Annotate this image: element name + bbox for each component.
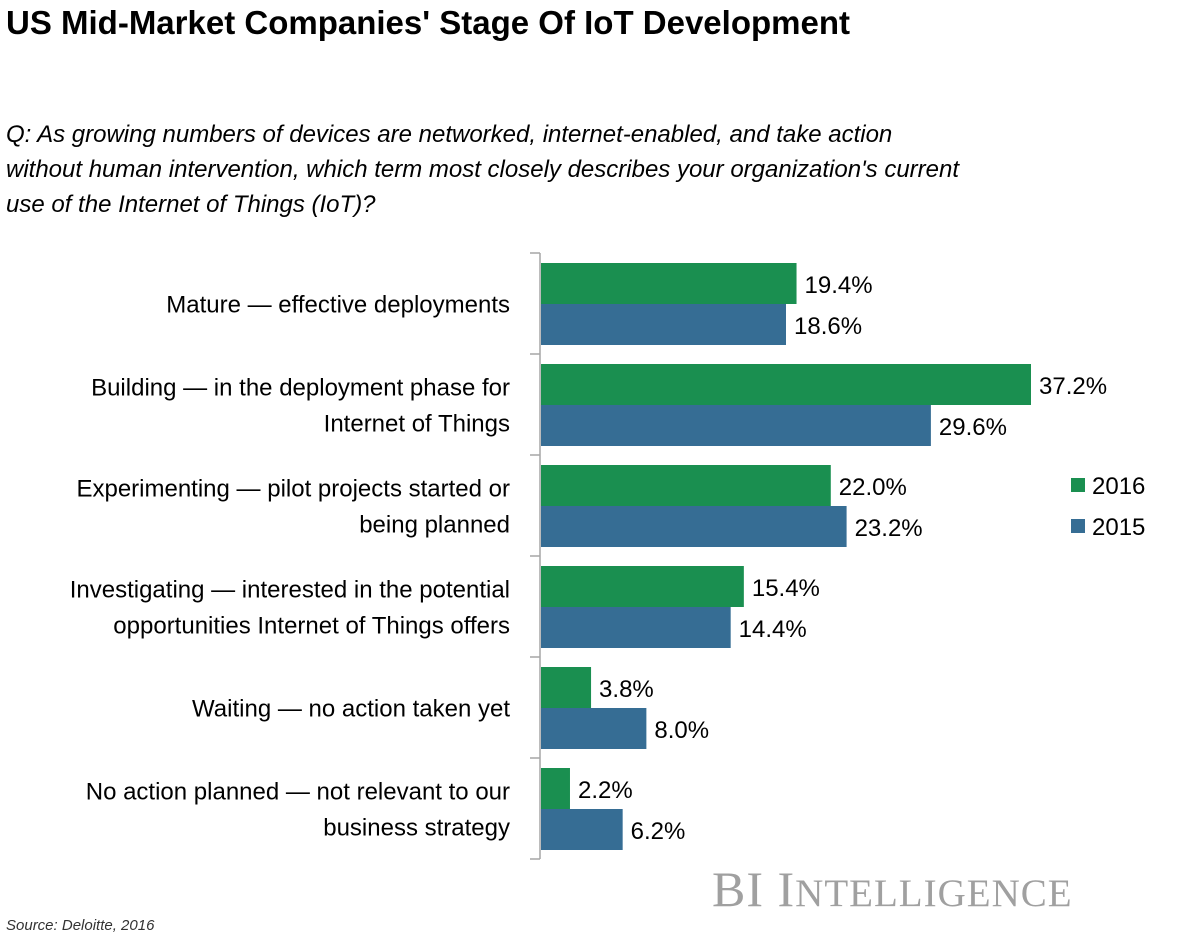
data-label: 8.0% [654,717,709,744]
data-label: 23.2% [855,515,923,542]
bar-2015 [541,607,731,648]
legend-label: 2016 [1092,473,1145,500]
data-label: 2.2% [578,777,633,804]
bar-2016 [541,768,570,809]
bar-2016 [541,364,1031,405]
bi-intelligence-logo: BI INTELLIGENCE [712,860,1073,918]
category-label: Building — in the deployment phase for In… [91,375,510,438]
data-label: 19.4% [805,272,873,299]
legend-swatch-2015 [1071,519,1085,533]
chart-subtitle: Q: As growing numbers of devices are net… [6,121,960,218]
data-label: 22.0% [839,474,907,501]
data-label: 14.4% [739,616,807,643]
legend-label: 2015 [1092,514,1145,541]
logo-part: NTELLIGENCE [795,872,1073,915]
bar-2016 [541,566,744,607]
bar-2015 [541,809,623,850]
chart-title: US Mid-Market Companies' Stage Of IoT De… [6,4,850,41]
category-label: Experimenting — pilot projects started o… [76,476,510,539]
data-label: 18.6% [794,313,862,340]
data-label: 3.8% [599,676,654,703]
bar-2016 [541,263,797,304]
source-note: Source: Deloitte, 2016 [6,917,155,934]
bar-2016 [541,465,831,506]
data-label: 37.2% [1039,373,1107,400]
category-label: No action planned — not relevant to our b… [86,779,510,842]
logo-part: BI I [712,861,796,917]
data-label: 6.2% [631,818,686,845]
category-label: Waiting — no action taken yet [192,696,510,723]
data-label: 29.6% [939,414,1007,441]
category-label: Investigating — interested in the potent… [70,577,510,640]
bar-2016 [541,667,592,708]
legend-swatch-2016 [1071,478,1085,492]
bar-2015 [541,708,647,749]
bar-2015 [541,304,786,345]
data-label: 15.4% [752,575,820,602]
bar-2015 [541,405,931,446]
category-label: Mature — effective deployments [166,292,510,319]
bar-2015 [541,506,847,547]
